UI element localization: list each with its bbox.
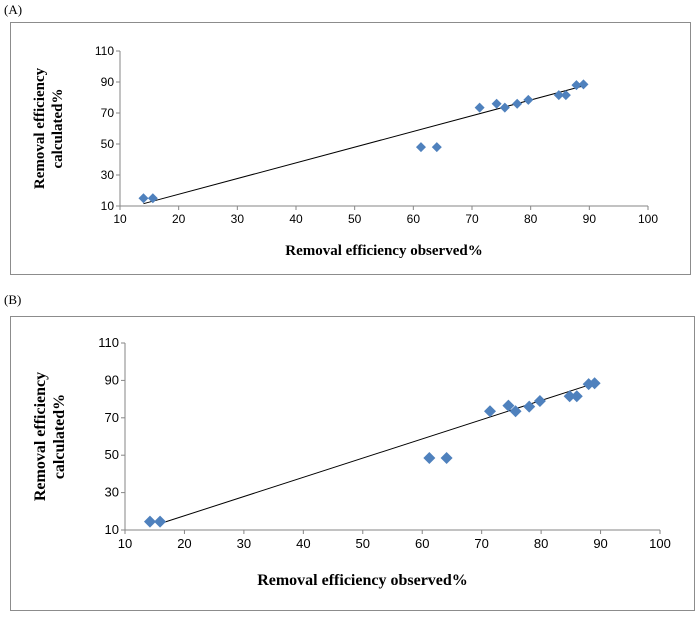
x-axis-title: Removal efficiency observed% xyxy=(285,243,482,259)
y-axis-title-line: calculated% xyxy=(51,394,68,479)
panel-label-b: (B) xyxy=(4,292,22,307)
y-tick-label: 50 xyxy=(105,447,119,462)
scatter-chart-a: 10 30 50 70 90 110 10 20 30 40 50 60 70 80 90 100 Remova… xyxy=(32,44,658,259)
x-tick-label: 20 xyxy=(177,536,191,551)
chart-frame-a: 10 30 50 70 90 110 10 20 30 40 50 60 70 80 90 100 Remova… xyxy=(10,22,691,275)
data-point xyxy=(509,405,522,418)
y-tick-label: 90 xyxy=(105,372,119,387)
data-point xyxy=(523,94,534,105)
data-point xyxy=(431,142,442,153)
data-point xyxy=(571,80,582,91)
data-point xyxy=(474,102,485,113)
data-point xyxy=(502,399,515,412)
y-tick-label: 90 xyxy=(101,75,115,89)
data-point xyxy=(483,405,496,418)
data-point xyxy=(512,98,523,109)
y-tick-label: 110 xyxy=(98,335,119,350)
y-tick-label: 10 xyxy=(101,199,115,213)
x-tick-label: 30 xyxy=(237,536,251,551)
y-tick-label: 70 xyxy=(105,410,119,425)
scatter-chart-b: 10 30 50 70 90 110 10 20 30 40 50 60 70 80 90 100 Remova… xyxy=(32,335,671,589)
data-point xyxy=(588,377,601,390)
x-tick-label: 80 xyxy=(534,536,548,551)
data-point xyxy=(570,390,583,403)
chart-frame-b: 10 30 50 70 90 110 10 20 30 40 50 60 70 80 90 100 Remova… xyxy=(10,316,695,611)
x-tick-label: 50 xyxy=(356,536,370,551)
data-point xyxy=(560,90,571,101)
x-tick-label: 100 xyxy=(638,212,658,226)
y-tick-label: 110 xyxy=(95,44,114,58)
x-tick-label: 70 xyxy=(465,212,479,226)
x-tick-label: 90 xyxy=(583,212,597,226)
data-point xyxy=(523,400,536,413)
data-point xyxy=(553,90,564,101)
trendline xyxy=(157,382,595,525)
x-tick-label: 90 xyxy=(593,536,607,551)
x-tick-label: 100 xyxy=(649,536,671,551)
data-point xyxy=(138,193,149,204)
data-point xyxy=(563,390,576,403)
x-tick-label: 60 xyxy=(415,536,429,551)
y-tick-label: 10 xyxy=(105,522,119,537)
x-tick-label: 10 xyxy=(113,212,127,226)
data-point xyxy=(499,102,510,113)
y-axis-title-line: Removal efficiency xyxy=(32,372,49,501)
x-tick-label: 30 xyxy=(231,212,245,226)
x-tick-label: 40 xyxy=(289,212,303,226)
data-point xyxy=(154,515,167,528)
y-tick-label: 50 xyxy=(101,137,115,151)
data-point xyxy=(491,98,502,109)
y-tick-label: 30 xyxy=(105,485,119,500)
data-point xyxy=(143,515,156,528)
x-tick-label: 70 xyxy=(474,536,488,551)
y-axis-title-line: Removal efficiency xyxy=(32,67,48,189)
y-tick-label: 30 xyxy=(101,168,115,182)
data-point xyxy=(415,142,426,153)
data-point xyxy=(147,193,158,204)
y-axis-title-line: calculated% xyxy=(50,89,66,169)
x-tick-label: 20 xyxy=(172,212,186,226)
y-tick-label: 70 xyxy=(101,106,115,120)
panel-label-a: (A) xyxy=(4,2,23,17)
data-point xyxy=(423,452,436,465)
data-point xyxy=(533,394,546,407)
x-tick-label: 60 xyxy=(407,212,421,226)
x-tick-label: 40 xyxy=(296,536,310,551)
x-tick-label: 50 xyxy=(348,212,362,226)
x-axis-title: Removal efficiency observed% xyxy=(257,572,468,589)
trendline xyxy=(143,85,584,205)
data-point xyxy=(440,452,453,465)
x-tick-label: 10 xyxy=(118,536,132,551)
x-tick-label: 80 xyxy=(524,212,538,226)
data-point xyxy=(578,79,589,90)
